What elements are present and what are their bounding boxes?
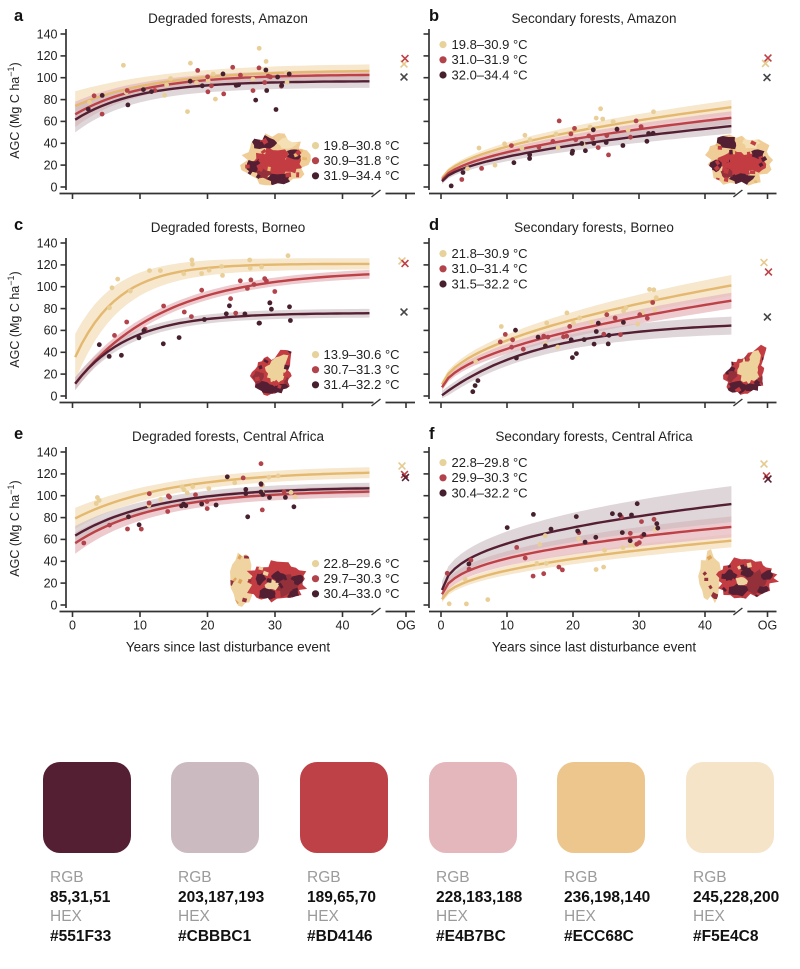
svg-text:AGC (Mg C ha−1): AGC (Mg C ha−1) [6, 480, 22, 576]
svg-text:20: 20 [44, 576, 58, 590]
svg-text:10: 10 [500, 619, 514, 633]
svg-text:0: 0 [438, 619, 445, 633]
svg-text:AGC (Mg C ha−1): AGC (Mg C ha−1) [6, 271, 22, 367]
svg-text:140: 140 [37, 27, 58, 41]
svg-text:100: 100 [37, 280, 58, 294]
svg-text:31.9–34.4 °C: 31.9–34.4 °C [324, 168, 400, 183]
svg-text:120: 120 [37, 467, 58, 481]
svg-text:20: 20 [566, 619, 580, 633]
svg-text:100: 100 [37, 71, 58, 85]
svg-text:40: 40 [44, 137, 58, 151]
svg-text:29.7–30.3 °C: 29.7–30.3 °C [324, 571, 400, 586]
svg-text:Degraded forests, Amazon: Degraded forests, Amazon [148, 11, 308, 26]
svg-text:30.7–31.3 °C: 30.7–31.3 °C [324, 362, 400, 377]
svg-text:29.9–30.3 °C: 29.9–30.3 °C [452, 470, 528, 485]
svg-text:19.8–30.8 °C: 19.8–30.8 °C [324, 138, 400, 153]
svg-text:120: 120 [37, 258, 58, 272]
svg-text:32.0–34.4 °C: 32.0–34.4 °C [452, 67, 528, 82]
svg-text:40: 40 [44, 346, 58, 360]
svg-text:20: 20 [201, 619, 215, 633]
svg-text:Degraded forests, Borneo: Degraded forests, Borneo [151, 220, 306, 235]
svg-text:140: 140 [37, 445, 58, 459]
svg-text:20: 20 [44, 158, 58, 172]
svg-text:21.8–30.9 °C: 21.8–30.9 °C [452, 246, 528, 261]
svg-text:Secondary forests, Amazon: Secondary forests, Amazon [511, 11, 676, 26]
svg-text:120: 120 [37, 49, 58, 63]
svg-text:Degraded forests, Central Afri: Degraded forests, Central Africa [132, 429, 325, 444]
svg-text:22.8–29.6 °C: 22.8–29.6 °C [324, 556, 400, 571]
svg-text:10: 10 [133, 619, 147, 633]
svg-text:80: 80 [44, 93, 58, 107]
svg-text:30.4–32.2 °C: 30.4–32.2 °C [452, 485, 528, 500]
svg-text:30: 30 [632, 619, 646, 633]
svg-text:OG: OG [758, 619, 777, 633]
svg-text:f: f [429, 425, 435, 443]
svg-text:0: 0 [69, 619, 76, 633]
svg-text:40: 40 [44, 555, 58, 569]
svg-text:0: 0 [51, 598, 58, 612]
svg-text:Secondary forests, Central Afr: Secondary forests, Central Africa [495, 429, 693, 444]
svg-text:b: b [429, 7, 439, 25]
svg-text:80: 80 [44, 511, 58, 525]
svg-text:20: 20 [44, 367, 58, 381]
svg-text:e: e [14, 425, 23, 443]
svg-text:60: 60 [44, 324, 58, 338]
svg-text:30.9–31.8 °C: 30.9–31.8 °C [324, 153, 400, 168]
svg-text:40: 40 [336, 619, 350, 633]
svg-text:30.4–33.0 °C: 30.4–33.0 °C [324, 586, 400, 601]
svg-text:0: 0 [51, 389, 58, 403]
svg-text:0: 0 [51, 180, 58, 194]
svg-text:31.4–32.2 °C: 31.4–32.2 °C [324, 377, 400, 392]
svg-text:Years since last disturbance e: Years since last disturbance event [126, 640, 331, 655]
svg-text:AGC (Mg C ha−1): AGC (Mg C ha−1) [6, 62, 22, 158]
svg-text:Secondary forests, Borneo: Secondary forests, Borneo [514, 220, 674, 235]
svg-text:30: 30 [268, 619, 282, 633]
svg-text:OG: OG [396, 619, 415, 633]
svg-text:Years since last disturbance e: Years since last disturbance event [492, 640, 697, 655]
svg-text:c: c [14, 216, 23, 234]
svg-text:31.5–32.2 °C: 31.5–32.2 °C [452, 276, 528, 291]
svg-text:60: 60 [44, 533, 58, 547]
svg-text:60: 60 [44, 115, 58, 129]
svg-text:d: d [429, 216, 439, 234]
svg-text:22.8–29.8 °C: 22.8–29.8 °C [452, 455, 528, 470]
svg-text:a: a [14, 7, 24, 25]
svg-text:13.9–30.6 °C: 13.9–30.6 °C [324, 347, 400, 362]
svg-text:40: 40 [698, 619, 712, 633]
svg-text:19.8–30.9 °C: 19.8–30.9 °C [452, 37, 528, 52]
svg-text:100: 100 [37, 489, 58, 503]
svg-text:80: 80 [44, 302, 58, 316]
svg-text:31.0–31.9 °C: 31.0–31.9 °C [452, 52, 528, 67]
svg-text:31.0–31.4 °C: 31.0–31.4 °C [452, 261, 528, 276]
svg-text:140: 140 [37, 236, 58, 250]
